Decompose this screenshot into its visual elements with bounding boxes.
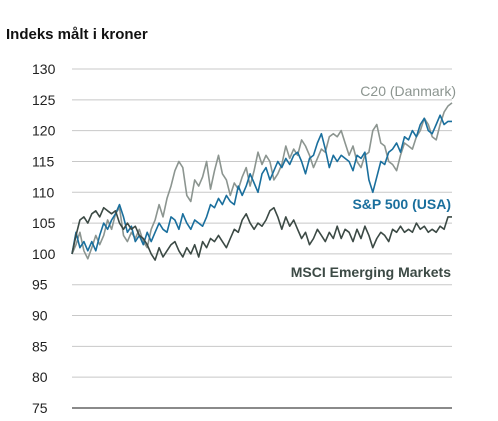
y-tick-label-125: 125 bbox=[32, 92, 56, 108]
y-tick-label-95: 95 bbox=[32, 277, 48, 293]
y-tick-label-115: 115 bbox=[32, 153, 55, 169]
y-axis-tick-labels: 130 125 120 115 110 105 100 95 90 85 80 75 bbox=[32, 61, 56, 416]
y-tick-label-105: 105 bbox=[32, 215, 56, 231]
y-tick-label-100: 100 bbox=[32, 246, 56, 262]
series-label-c20: C20 (Danmark) bbox=[360, 83, 456, 99]
series-label-msci-em: MSCI Emerging Markets bbox=[291, 264, 451, 280]
y-tick-label-130: 130 bbox=[32, 61, 56, 77]
y-tick-label-75: 75 bbox=[32, 400, 48, 416]
y-tick-label-80: 80 bbox=[32, 369, 48, 385]
series-line-msci-em bbox=[71, 206, 452, 261]
series-line-c20 bbox=[71, 102, 453, 260]
series-lines bbox=[71, 102, 453, 261]
series-line-sp500 bbox=[71, 114, 452, 255]
y-tick-label-85: 85 bbox=[32, 338, 48, 354]
y-tick-label-110: 110 bbox=[32, 184, 55, 200]
y-tick-label-120: 120 bbox=[32, 123, 56, 139]
series-label-sp500: S&P 500 (USA) bbox=[352, 196, 451, 212]
chart-title: Indeks målt i kroner bbox=[6, 26, 148, 43]
y-tick-label-90: 90 bbox=[32, 308, 48, 324]
